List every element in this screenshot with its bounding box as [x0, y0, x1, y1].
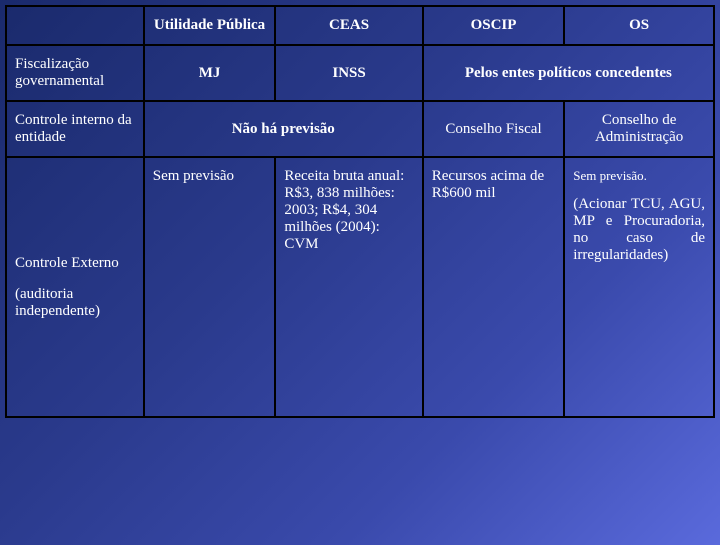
- cell-conselho-fiscal: Conselho Fiscal: [423, 101, 564, 157]
- header-oscip: OSCIP: [423, 6, 564, 45]
- row-fiscalizacao: Fiscalização governamental MJ INSS Pelos…: [6, 45, 714, 101]
- row-controle-externo: Controle Externo (auditoria independente…: [6, 157, 714, 417]
- cell-mj: MJ: [144, 45, 276, 101]
- label-fiscalizacao: Fiscalização governamental: [6, 45, 144, 101]
- header-ceas: CEAS: [275, 6, 422, 45]
- header-row: Utilidade Pública CEAS OSCIP OS: [6, 6, 714, 45]
- cell-conselho-admin: Conselho de Administração: [564, 101, 714, 157]
- cell-sem-previsao: Sem previsão: [144, 157, 276, 417]
- cell-os-sem-previsao: Sem previsão.: [573, 168, 705, 184]
- label-controle-interno: Controle interno da entidade: [6, 101, 144, 157]
- label-controle-externo: Controle Externo (auditoria independente…: [6, 157, 144, 417]
- cell-os-acionar: (Acionar TCU, AGU, MP e Procuradoria, no…: [573, 196, 705, 264]
- label-controle-externo-b: (auditoria independente): [15, 286, 135, 320]
- cell-receita-bruta: Receita bruta anual: R$3, 838 milhões: 2…: [275, 157, 422, 417]
- label-controle-externo-a: Controle Externo: [15, 255, 135, 272]
- cell-recursos: Recursos acima de R$600 mil: [423, 157, 564, 417]
- header-blank: [6, 6, 144, 45]
- comparison-table: Utilidade Pública CEAS OSCIP OS Fiscaliz…: [5, 5, 715, 418]
- cell-inss: INSS: [275, 45, 422, 101]
- cell-entes-politicos: Pelos entes políticos concedentes: [423, 45, 714, 101]
- row-controle-interno: Controle interno da entidade Não há prev…: [6, 101, 714, 157]
- header-utilidade: Utilidade Pública: [144, 6, 276, 45]
- header-os: OS: [564, 6, 714, 45]
- cell-nao-ha-previsao: Não há previsão: [144, 101, 423, 157]
- cell-os-externo: Sem previsão. (Acionar TCU, AGU, MP e Pr…: [564, 157, 714, 417]
